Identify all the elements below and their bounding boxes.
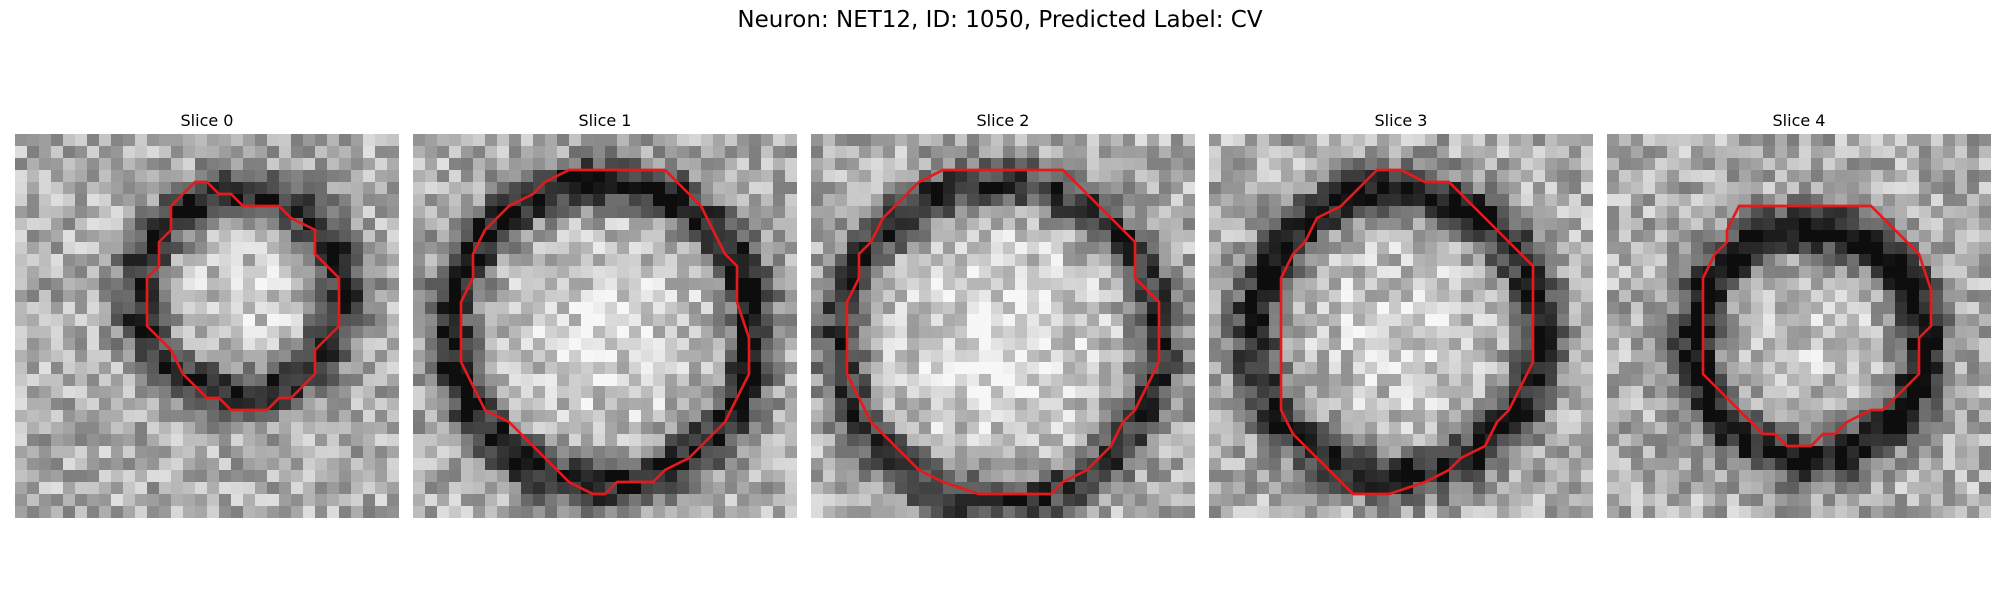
slice-title: Slice 0 bbox=[180, 111, 234, 130]
slice-image bbox=[15, 134, 399, 518]
grayscale-pixels bbox=[15, 134, 399, 518]
slice-title: Slice 2 bbox=[976, 111, 1030, 130]
slice-title: Slice 3 bbox=[1374, 111, 1428, 130]
figure-title: Neuron: NET12, ID: 1050, Predicted Label… bbox=[737, 7, 1263, 33]
slice-panel-1: Slice 1 bbox=[413, 108, 797, 518]
contour-outline bbox=[1701, 204, 1933, 448]
slice-image bbox=[811, 134, 1195, 518]
contour-outline bbox=[1279, 168, 1535, 496]
grayscale-pixels bbox=[811, 134, 1195, 518]
slice-title: Slice 4 bbox=[1772, 111, 1826, 130]
slice-panel-2: Slice 2 bbox=[811, 108, 1195, 518]
contour-outline bbox=[145, 180, 341, 412]
slice-panel-3: Slice 3 bbox=[1209, 108, 1593, 518]
slice-title: Slice 1 bbox=[578, 111, 632, 130]
slice-image bbox=[413, 134, 797, 518]
grayscale-pixels bbox=[1607, 134, 1991, 518]
grayscale-pixels bbox=[413, 134, 797, 518]
slice-image bbox=[1209, 134, 1593, 518]
slice-panel-4: Slice 4 bbox=[1607, 108, 1991, 518]
slice-panel-0: Slice 0 bbox=[15, 108, 399, 518]
grayscale-pixels bbox=[1209, 134, 1593, 518]
slice-image bbox=[1607, 134, 1991, 518]
contour-outline bbox=[845, 168, 1161, 496]
contour-outline bbox=[459, 168, 751, 496]
